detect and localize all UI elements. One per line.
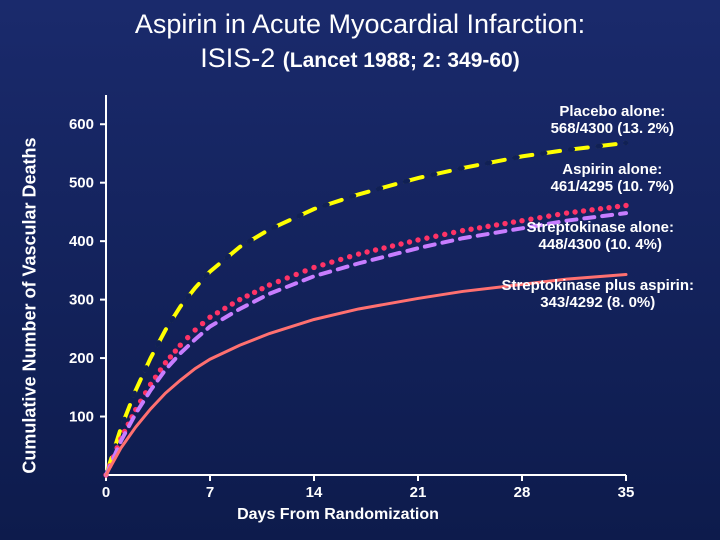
chart-container: Cumulative Number of Vascular Deaths 100… [18, 95, 702, 530]
title-line-1: Aspirin in Acute Myocardial Infarction: [135, 9, 585, 39]
legend-sk-name: Streptokinase alone: [526, 219, 674, 236]
legend-placebo: Placebo alone: 568/4300 (13. 2%) [551, 103, 674, 138]
title-citation: (Lancet 1988; 2: 349-60) [283, 49, 520, 72]
svg-text:14: 14 [306, 484, 323, 501]
title-prefix: ISIS-2 [200, 43, 283, 73]
x-axis-label: Days From Randomization [78, 506, 598, 524]
legend-combo-name: Streptokinase plus aspirin: [501, 277, 694, 294]
legend-sk: Streptokinase alone: 448/4300 (10. 4%) [526, 219, 674, 254]
svg-text:35: 35 [618, 484, 635, 501]
svg-text:21: 21 [410, 484, 427, 501]
legend-sk-stat: 448/4300 (10. 4%) [526, 236, 674, 253]
title-line-2: ISIS-2 (Lancet 1988; 2: 349-60) [200, 43, 519, 73]
legend-aspirin-name: Aspirin alone: [551, 161, 674, 178]
svg-text:7: 7 [206, 484, 214, 501]
svg-text:0: 0 [102, 484, 110, 501]
legend-combo: Streptokinase plus aspirin: 343/4292 (8.… [501, 277, 694, 312]
legend-placebo-name: Placebo alone: [551, 103, 674, 120]
y-axis-label: Cumulative Number of Vascular Deaths [20, 96, 41, 516]
svg-text:300: 300 [69, 292, 94, 309]
legend-combo-stat: 343/4292 (8. 0%) [501, 294, 694, 311]
svg-text:600: 600 [69, 116, 94, 133]
svg-text:500: 500 [69, 175, 94, 192]
slide: Aspirin in Acute Myocardial Infarction: … [0, 0, 720, 540]
legend-aspirin: Aspirin alone: 461/4295 (10. 7%) [551, 161, 674, 196]
svg-text:200: 200 [69, 350, 94, 367]
legend-aspirin-stat: 461/4295 (10. 7%) [551, 178, 674, 195]
legend-placebo-stat: 568/4300 (13. 2%) [551, 120, 674, 137]
svg-text:100: 100 [69, 409, 94, 426]
svg-text:28: 28 [514, 484, 531, 501]
slide-title: Aspirin in Acute Myocardial Infarction: … [0, 8, 720, 76]
svg-text:400: 400 [69, 233, 94, 250]
